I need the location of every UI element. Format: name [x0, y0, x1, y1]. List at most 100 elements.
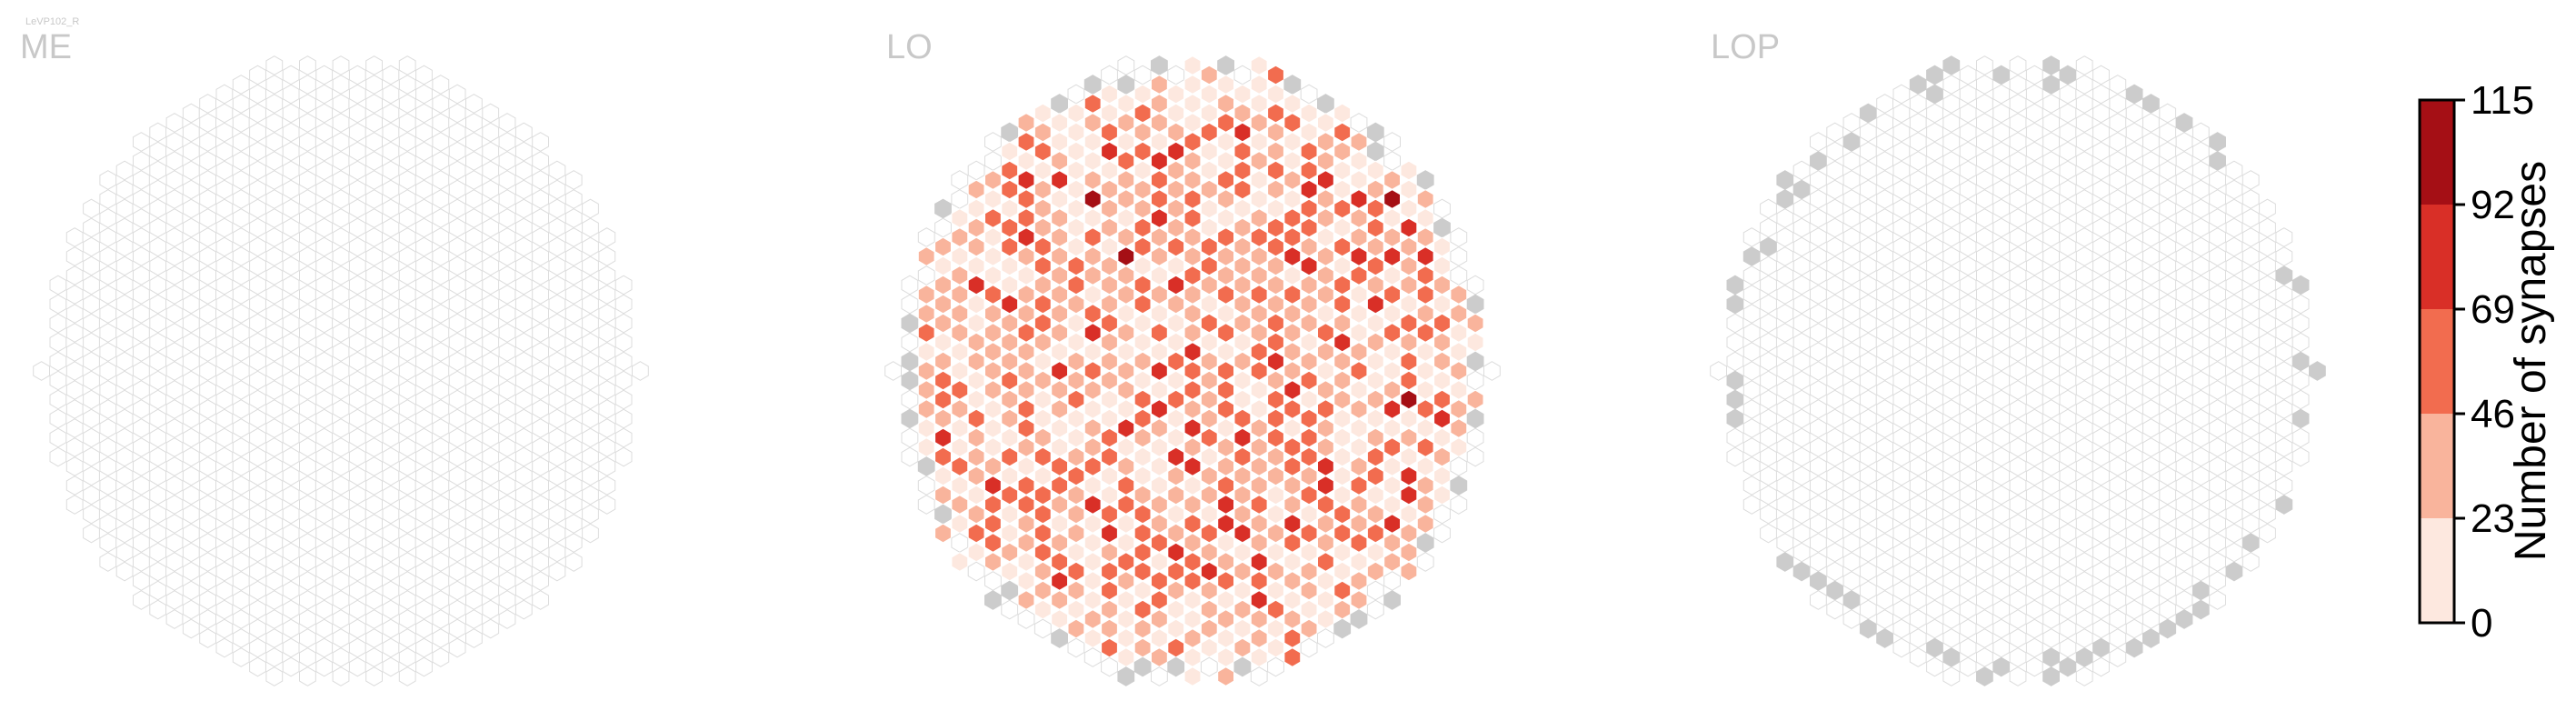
- me-hex-cell: [249, 332, 266, 353]
- me-hex-cell: [365, 571, 383, 591]
- lo-hex-cell: [1200, 561, 1218, 582]
- me-hex-cell: [415, 427, 433, 448]
- me-hex-cell: [65, 265, 84, 285]
- me-hex-cell: [99, 456, 117, 476]
- lo-hex-cell: [934, 255, 952, 276]
- lo-hex-cell: [901, 427, 919, 448]
- lo-hex-cell: [934, 332, 952, 353]
- lo-hex-cell: [1350, 227, 1368, 247]
- lo-hex-cell: [1101, 389, 1118, 410]
- me-hex-cell: [315, 370, 334, 391]
- lop-hex-cell: [2142, 533, 2160, 553]
- lop-hex-cell: [2059, 122, 2077, 143]
- me-hex-cell: [348, 313, 366, 334]
- me-hex-cell: [249, 542, 266, 563]
- lop-hex-cell: [1909, 151, 1927, 171]
- lop-hex-cell: [1742, 437, 1761, 457]
- lop-hex-cell: [1959, 485, 1977, 506]
- me-hex-cell: [182, 389, 200, 410]
- lop-hex-cell: [1776, 418, 1794, 438]
- me-hex-cell: [448, 217, 466, 238]
- lop-hex-cell: [1876, 609, 1893, 629]
- lop-hex-cell: [1742, 361, 1761, 381]
- lo-hex-cell: [1167, 122, 1185, 143]
- lo-hex-cell: [1350, 380, 1368, 400]
- me-hex-cell: [415, 275, 433, 295]
- me-hex-cell: [398, 418, 416, 438]
- lop-hex-cell: [1842, 380, 1861, 400]
- me-hex-cell: [448, 294, 466, 315]
- lo-hex-cell: [1101, 637, 1118, 658]
- me-hex-cell: [465, 94, 483, 114]
- lop-hex-cell: [2059, 370, 2077, 391]
- lop-hex-cell: [1760, 332, 1777, 353]
- lop-hex-cell: [2175, 571, 2193, 591]
- lo-hex-cell: [1333, 294, 1352, 315]
- me-hex-cell: [465, 456, 483, 476]
- lop-hex-cell: [1926, 351, 1943, 372]
- lo-hex-cell: [1051, 208, 1068, 228]
- me-hex-cell: [382, 313, 400, 334]
- lop-hex-cell: [1942, 227, 1961, 247]
- me-hex-cell: [482, 485, 500, 506]
- me-hex-cell: [282, 122, 300, 143]
- lo-hex-cell: [917, 361, 935, 381]
- lo-hex-cell: [1200, 351, 1218, 372]
- lo-hex-cell: [1133, 523, 1152, 544]
- lop-hex-cell: [2192, 370, 2210, 391]
- me-hex-cell: [582, 217, 599, 238]
- lop-hex-cell: [1959, 542, 1977, 563]
- lop-hex-cell: [1976, 399, 1993, 419]
- me-hex-cell: [265, 170, 284, 190]
- me-hex-cell: [348, 275, 366, 295]
- me-hex-cell: [514, 466, 533, 486]
- lo-hex-cell: [1217, 590, 1234, 610]
- lop-hex-cell: [1792, 236, 1811, 257]
- lo-hex-cell: [1183, 666, 1202, 686]
- lop-hex-cell: [1859, 427, 1877, 448]
- lop-hex-cell: [2175, 399, 2193, 419]
- lo-hex-cell: [1450, 399, 1468, 419]
- lop-hex-cell: [1726, 370, 1744, 391]
- lo-hex-cell: [1333, 580, 1352, 601]
- lop-hex-cell: [2192, 389, 2210, 410]
- me-hex-cell: [582, 389, 599, 410]
- me-hex-cell: [598, 323, 616, 343]
- lo-hex-cell: [1233, 542, 1252, 563]
- me-hex-cell: [332, 399, 350, 419]
- lo-hex-cell: [1133, 485, 1152, 506]
- lop-hex-cell: [1876, 571, 1893, 591]
- me-hex-cell: [282, 255, 300, 276]
- lo-hex-cell: [1133, 160, 1152, 181]
- lop-hex-cell: [1826, 408, 1844, 429]
- me-hex-cell: [149, 389, 167, 410]
- lop-hex-cell: [2059, 84, 2077, 105]
- lo-hex-cell: [984, 533, 1002, 553]
- me-hex-cell: [249, 561, 266, 582]
- lop-hex-cell: [2075, 666, 2093, 686]
- lo-hex-cell: [1167, 618, 1185, 639]
- lo-hex-cell: [1250, 208, 1268, 228]
- lop-hex-cell: [1909, 132, 1927, 152]
- lop-hex-cell: [1926, 198, 1943, 219]
- lop-hex-cell: [1859, 542, 1877, 563]
- lop-hex-cell: [1776, 285, 1794, 305]
- me-hex-cell: [249, 141, 266, 162]
- lo-hex-cell: [1033, 542, 1052, 563]
- lop-hex-cell: [2109, 227, 2127, 247]
- lop-hex-cell: [2242, 399, 2260, 419]
- lo-hex-cell: [1333, 408, 1352, 429]
- me-hex-cell: [249, 504, 266, 525]
- me-hex-cell: [415, 485, 433, 506]
- lo-hex-cell: [984, 399, 1002, 419]
- lop-hex-cell: [2159, 599, 2177, 620]
- lop-hex-cell: [2175, 113, 2193, 133]
- me-hex-cell: [582, 446, 599, 467]
- lop-hex-cell: [2009, 75, 2027, 95]
- me-hex-cell: [548, 236, 566, 257]
- me-hex-cell: [265, 132, 284, 152]
- lo-hex-cell: [1250, 437, 1268, 457]
- lop-hex-cell: [1826, 351, 1844, 372]
- me-hex-cell: [415, 84, 433, 105]
- lo-hex-cell: [1183, 151, 1202, 171]
